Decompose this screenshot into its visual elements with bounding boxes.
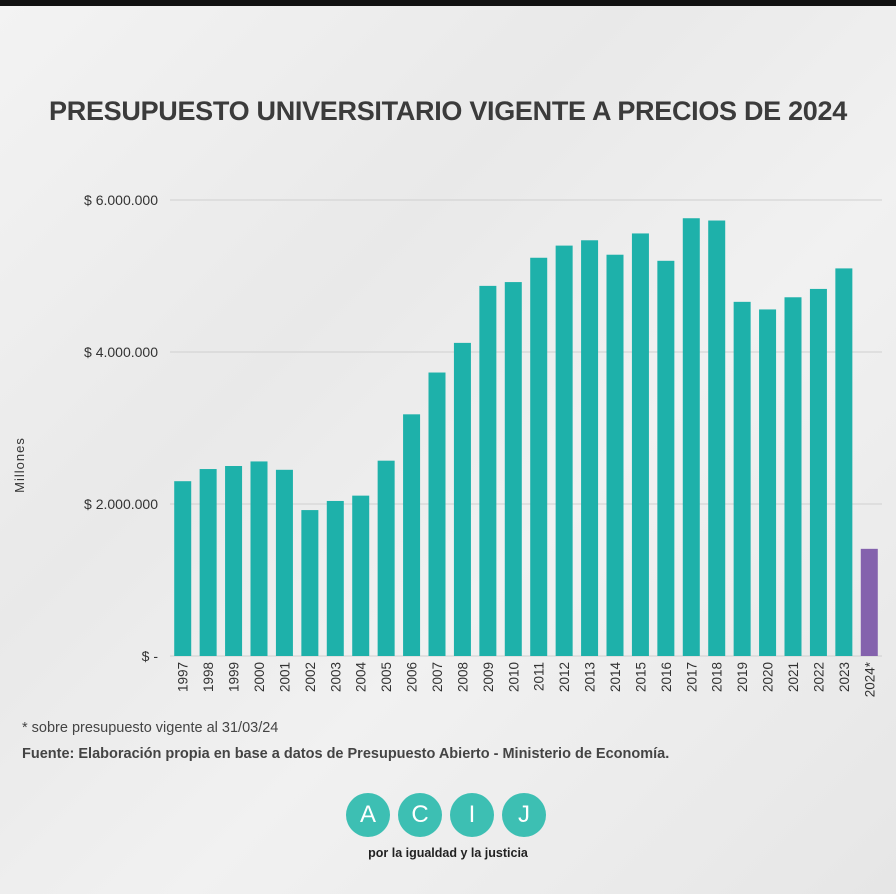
- x-tick-label: 2022: [811, 662, 826, 692]
- bar-2013: [581, 240, 599, 656]
- bar-1997: [174, 481, 192, 656]
- x-tick-label: 2006: [405, 662, 420, 692]
- x-tick-label: 2012: [557, 662, 572, 692]
- x-tick-label: 2024*: [862, 661, 877, 697]
- bar-2023: [835, 268, 853, 656]
- x-tick-label: 2010: [506, 662, 521, 692]
- footnote: * sobre presupuesto vigente al 31/03/24: [22, 720, 279, 736]
- bar-2016: [657, 260, 675, 656]
- bar-2015: [631, 233, 649, 656]
- logo-letter-c: C: [398, 793, 442, 837]
- x-tick-label: 2011: [532, 662, 547, 691]
- x-tick-label: 2000: [252, 662, 267, 692]
- bar-2005: [377, 460, 395, 656]
- bar-2024-star: [860, 548, 878, 656]
- y-axis-label: Millones: [12, 437, 27, 493]
- y-tick-label: $ 4.000.000: [84, 344, 158, 360]
- x-tick-label: 2021: [786, 662, 801, 692]
- bar-2019: [733, 301, 751, 656]
- bar-2001: [275, 469, 293, 656]
- bar-2010: [504, 282, 522, 656]
- source-note: Fuente: Elaboración propia en base a dat…: [22, 746, 670, 762]
- x-tick-label: 1998: [201, 662, 216, 692]
- x-tick-label: 2009: [481, 662, 496, 692]
- bar-2006: [403, 414, 421, 656]
- bar-2007: [428, 372, 446, 656]
- bar-2014: [606, 254, 624, 656]
- bar-2018: [708, 220, 726, 656]
- x-tick-label: 2001: [277, 662, 292, 692]
- bar-2003: [326, 500, 344, 656]
- x-tick-label: 2019: [735, 662, 750, 692]
- bar-2022: [809, 288, 827, 656]
- logo-tagline: por la igualdad y la justicia: [368, 846, 528, 860]
- bar-1998: [199, 469, 217, 656]
- x-tick-label: 2013: [583, 662, 598, 692]
- x-tick-label: 2008: [455, 662, 470, 692]
- logo-letter-a: A: [346, 793, 390, 837]
- bar-2009: [479, 285, 497, 656]
- bar-2021: [784, 297, 802, 656]
- x-tick-label: 2017: [684, 662, 699, 692]
- x-tick-label: 2015: [633, 662, 648, 692]
- bar-2004: [352, 495, 370, 656]
- chart-title: PRESUPUESTO UNIVERSITARIO VIGENTE A PREC…: [49, 96, 847, 126]
- x-tick-label: 2005: [379, 662, 394, 692]
- y-tick-label: $ -: [142, 648, 159, 664]
- bar-2002: [301, 510, 319, 656]
- x-tick-label: 2014: [608, 662, 623, 693]
- logo-letter-i: I: [450, 793, 494, 837]
- y-tick-label: $ 6.000.000: [84, 192, 158, 208]
- y-axis-ticks: $ - $ 2.000.000 $ 4.000.000 $ 6.000.000: [84, 192, 158, 664]
- bar-2017: [682, 218, 700, 657]
- bar-2008: [453, 342, 471, 656]
- y-tick-label: $ 2.000.000: [84, 496, 158, 512]
- x-tick-label: 2004: [354, 662, 369, 693]
- bar-2011: [530, 257, 548, 656]
- x-tick-label: 1999: [227, 662, 242, 692]
- bar-chart: $ - $ 2.000.000 $ 4.000.000 $ 6.000.000 199…: [12, 192, 882, 697]
- x-tick-label: 2020: [761, 662, 776, 692]
- bar-1999: [225, 466, 243, 656]
- x-tick-label: 2018: [710, 662, 725, 692]
- x-tick-label: 2016: [659, 662, 674, 692]
- bar-2000: [250, 461, 268, 656]
- x-tick-label: 2002: [303, 662, 318, 692]
- x-tick-label: 2003: [328, 662, 343, 692]
- top-border: [0, 0, 896, 6]
- bar-2012: [555, 245, 573, 656]
- logo-letter-j: J: [502, 793, 546, 837]
- acij-logo: A C I J: [346, 793, 546, 837]
- x-tick-label: 2023: [837, 662, 852, 692]
- x-tick-label: 2007: [430, 662, 445, 692]
- bars: [174, 218, 878, 657]
- x-axis-ticks: 1997 1998 1999 2000 2001 2002 2003 2004 2005 2006…: [176, 661, 878, 697]
- bar-2020: [759, 309, 777, 656]
- x-tick-label: 1997: [176, 662, 191, 692]
